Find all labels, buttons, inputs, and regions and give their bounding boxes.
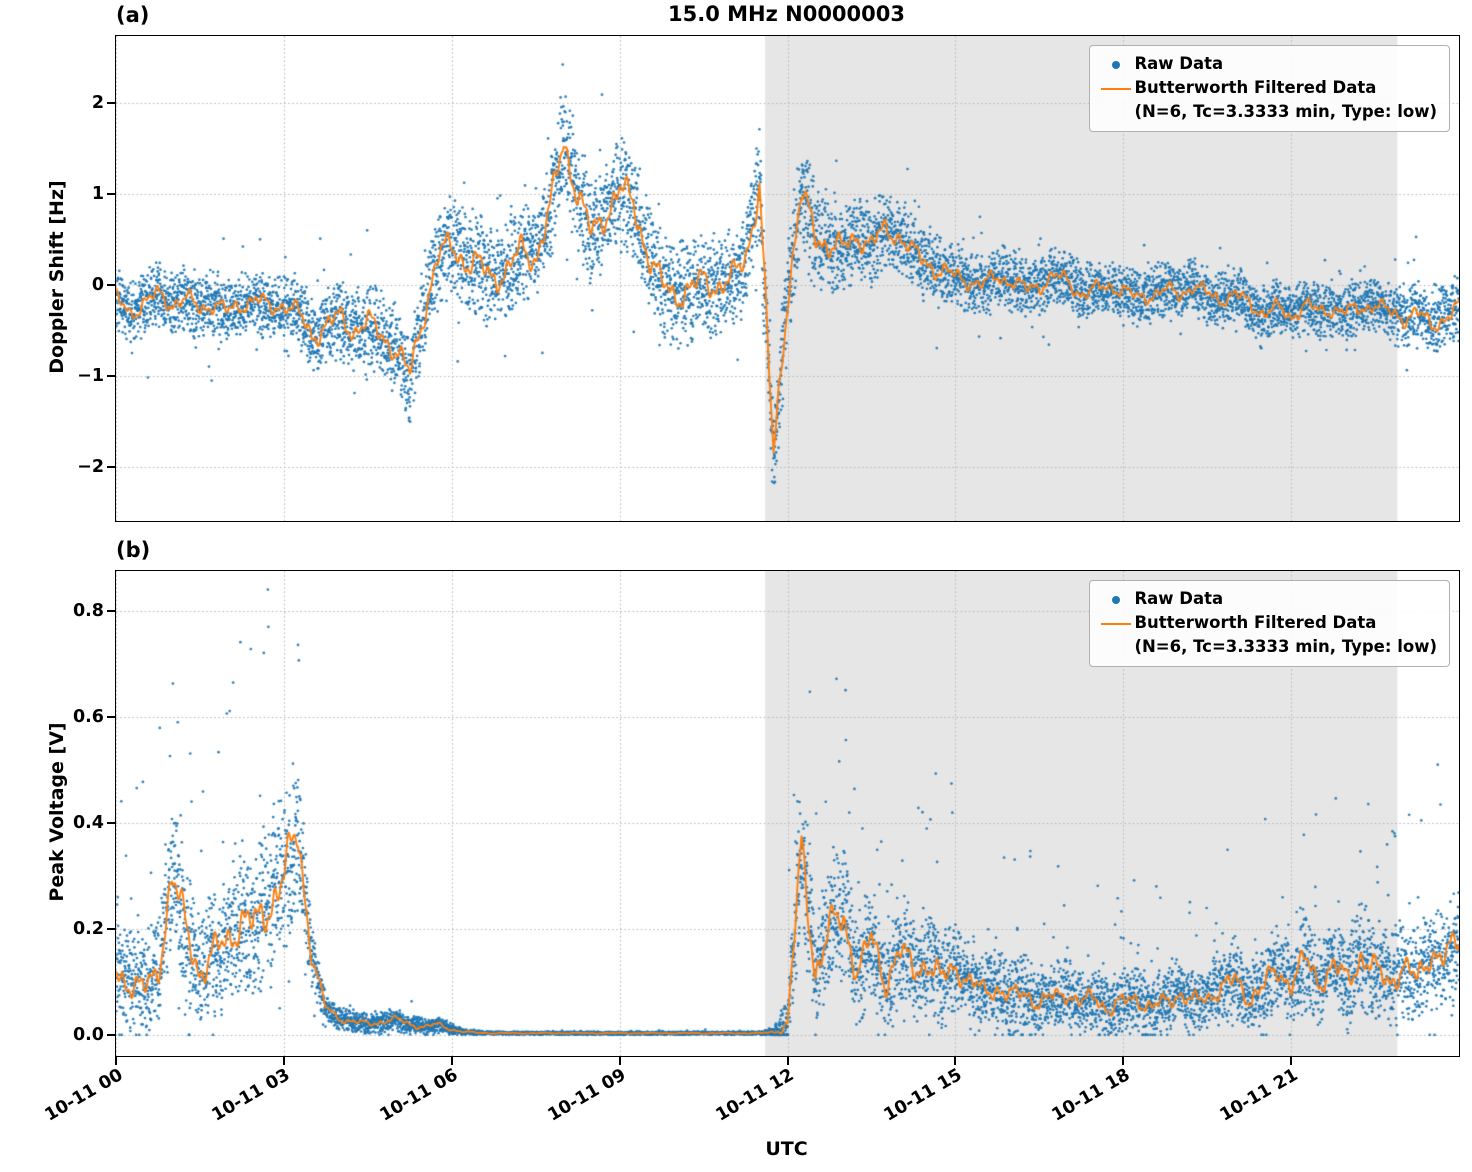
y-tick-mark bbox=[107, 375, 116, 378]
y-tick-mark bbox=[107, 102, 116, 105]
x-tick-label: 10-11 15 bbox=[880, 1065, 966, 1126]
legend-row-filtered-sub: (N=6, Tc=3.3333 min, Type: low) bbox=[1098, 636, 1437, 659]
legend-row-raw: Raw Data bbox=[1098, 53, 1437, 76]
legend-filtered-label: Butterworth Filtered Data bbox=[1134, 78, 1377, 98]
panel-a-plot-area: Raw Data Butterworth Filtered Data (N=6,… bbox=[77, 35, 1460, 522]
legend-filtered-sublabel: (N=6, Tc=3.3333 min, Type: low) bbox=[1134, 102, 1437, 122]
panel-b-legend: Raw Data Butterworth Filtered Data (N=6,… bbox=[1089, 580, 1450, 667]
y-tick-mark bbox=[107, 193, 116, 196]
raw-data-dot-icon bbox=[1098, 595, 1134, 604]
legend-filtered-label: Butterworth Filtered Data bbox=[1134, 613, 1377, 633]
x-tick-label: 10-11 09 bbox=[544, 1065, 630, 1126]
x-tick-label: 10-11 03 bbox=[209, 1065, 294, 1126]
x-tick-mark bbox=[115, 1056, 117, 1065]
panel-a-tag: (a) bbox=[116, 3, 150, 27]
y-tick-label: 2 bbox=[91, 93, 104, 114]
x-axis-label: UTC bbox=[765, 1138, 808, 1160]
x-tick-label: 10-11 12 bbox=[712, 1065, 798, 1126]
y-tick-mark bbox=[107, 927, 116, 930]
x-tick-mark bbox=[1290, 1056, 1293, 1065]
legend-raw-label: Raw Data bbox=[1134, 589, 1224, 609]
legend-row-raw: Raw Data bbox=[1098, 588, 1437, 611]
x-tick-mark bbox=[450, 1056, 453, 1065]
x-tick-mark bbox=[954, 1056, 957, 1065]
y-tick-label: 0.4 bbox=[72, 812, 104, 833]
y-tick-label: 0.8 bbox=[72, 600, 104, 621]
x-tick-mark bbox=[786, 1056, 789, 1065]
y-tick-label: 0.6 bbox=[72, 706, 104, 727]
raw-data-dot-icon bbox=[1098, 60, 1134, 69]
y-tick-label: −2 bbox=[77, 457, 104, 478]
panel-b-ylabel: Peak Voltage [V] bbox=[46, 722, 68, 902]
y-tick-label: 0 bbox=[91, 275, 104, 296]
panel-a-legend: Raw Data Butterworth Filtered Data (N=6,… bbox=[1089, 45, 1450, 132]
filtered-line-icon bbox=[1098, 87, 1134, 90]
x-tick-mark bbox=[1122, 1056, 1125, 1065]
x-tick-label: 10-11 18 bbox=[1048, 1065, 1134, 1126]
panel-a-ylabel: Doppler Shift [Hz] bbox=[46, 180, 68, 374]
y-tick-label: 0.0 bbox=[72, 1024, 104, 1045]
y-tick-mark bbox=[107, 466, 116, 469]
x-tick-label: 10-11 21 bbox=[1216, 1065, 1302, 1126]
panel-b-plot-area: Raw Data Butterworth Filtered Data (N=6,… bbox=[41, 570, 1460, 1126]
figure-title: 15.0 MHz N0000003 bbox=[668, 2, 905, 26]
legend-row-filtered-sub: (N=6, Tc=3.3333 min, Type: low) bbox=[1098, 101, 1437, 124]
x-tick-mark bbox=[618, 1056, 621, 1065]
legend-raw-label: Raw Data bbox=[1134, 54, 1224, 74]
x-tick-label: 10-11 06 bbox=[376, 1065, 462, 1126]
legend-filtered-sublabel: (N=6, Tc=3.3333 min, Type: low) bbox=[1134, 637, 1437, 657]
y-tick-mark bbox=[107, 821, 116, 824]
y-tick-mark bbox=[107, 284, 116, 287]
y-tick-mark bbox=[107, 609, 116, 612]
y-tick-label: 1 bbox=[91, 184, 104, 205]
filtered-line-icon bbox=[1098, 622, 1134, 625]
y-tick-label: −1 bbox=[77, 366, 104, 387]
legend-row-filtered: Butterworth Filtered Data bbox=[1098, 612, 1437, 635]
y-tick-mark bbox=[107, 1033, 116, 1036]
panel-b-tag: (b) bbox=[116, 538, 151, 562]
x-tick-mark bbox=[282, 1056, 285, 1065]
x-tick-label: 10-11 00 bbox=[41, 1065, 126, 1126]
legend-row-filtered: Butterworth Filtered Data bbox=[1098, 77, 1437, 100]
y-tick-label: 0.2 bbox=[72, 918, 104, 939]
y-tick-mark bbox=[107, 715, 116, 718]
